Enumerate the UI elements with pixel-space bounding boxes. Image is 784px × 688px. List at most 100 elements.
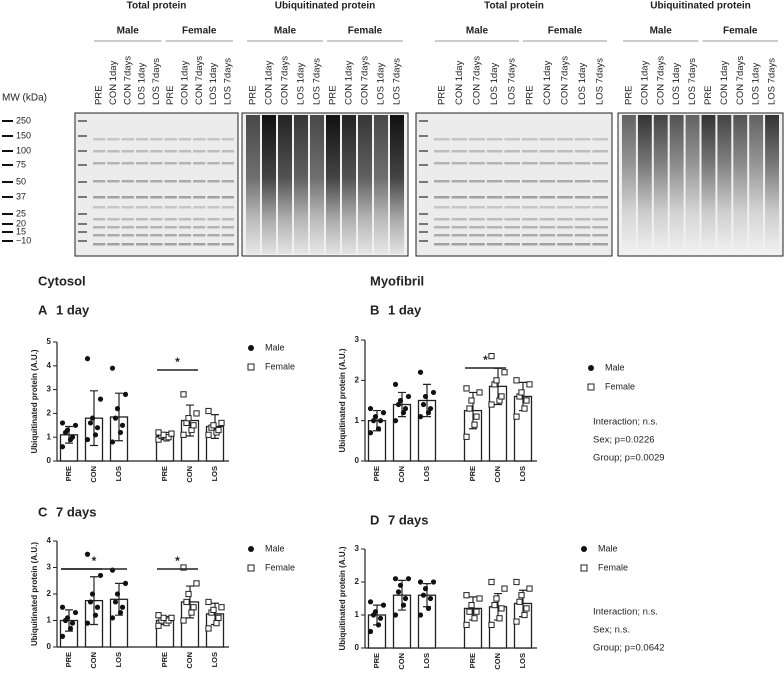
data-point <box>205 407 212 415</box>
mw-label: MW (kDa) <box>2 93 47 104</box>
lane-band <box>107 196 120 199</box>
lane-band <box>522 162 538 165</box>
lane-band <box>486 234 503 237</box>
lane-band <box>522 150 538 153</box>
lane-band <box>592 226 608 229</box>
data-point <box>84 436 91 443</box>
lane-band <box>504 162 520 165</box>
lane-label: CON 1day <box>108 60 119 105</box>
lane-band <box>434 206 450 209</box>
data-point <box>180 431 187 438</box>
data-point <box>493 595 500 602</box>
x-tick-label: LOS <box>210 466 219 481</box>
legend-marker <box>588 365 594 371</box>
lane-band <box>207 162 220 165</box>
data-point <box>193 410 200 417</box>
data-point <box>422 586 429 592</box>
lane-band <box>469 162 485 165</box>
lane-band <box>193 218 206 221</box>
data-point <box>392 381 399 387</box>
data-point <box>84 356 91 362</box>
ladder-band <box>78 135 87 137</box>
lane-label: PRE <box>436 85 447 105</box>
data-point <box>476 595 483 602</box>
stats-line: Group; p=0.0642 <box>593 643 665 654</box>
ladder-band <box>419 120 428 122</box>
lane-label: CON 1day <box>454 60 465 105</box>
lane-band <box>539 206 556 209</box>
data-point <box>491 602 498 609</box>
lane-band <box>150 162 163 165</box>
lane-label: CON 1day <box>542 60 553 105</box>
data-point <box>463 621 470 628</box>
legend-marker <box>247 363 255 371</box>
data-point <box>94 604 101 610</box>
lane-band <box>164 226 177 229</box>
panel-title: 7 days <box>56 504 96 519</box>
lane-band <box>574 206 591 209</box>
legend-marker <box>248 546 254 552</box>
x-tick-label: CON <box>397 653 406 670</box>
data-point <box>496 615 503 622</box>
lane-band <box>557 234 573 237</box>
lane-band <box>574 243 591 246</box>
x-tick-label: PRE <box>160 466 169 481</box>
lane-band <box>135 180 149 183</box>
lane-band <box>451 218 468 221</box>
blot-frame <box>415 112 613 257</box>
mw-value: ~10 <box>16 235 31 245</box>
lane-band <box>504 206 520 209</box>
data-point <box>425 605 432 612</box>
data-point <box>463 433 470 440</box>
data-point <box>114 406 121 412</box>
x-tick-label: PRE <box>64 652 73 667</box>
lane-band <box>557 180 573 183</box>
lane-band <box>150 180 163 183</box>
lane-band <box>221 138 234 141</box>
lane-label: LOS 7days <box>507 58 518 105</box>
y-tick-label: 2 <box>355 375 360 384</box>
data-point <box>119 422 126 428</box>
ladder-band <box>419 150 428 152</box>
data-point <box>518 389 525 396</box>
data-point <box>420 401 427 408</box>
lane-band <box>178 234 192 237</box>
lane-smear <box>669 115 684 254</box>
lane-label: LOS 7days <box>312 58 323 105</box>
blot-title: Ubiquitinated protein <box>650 1 751 12</box>
lane-band <box>557 138 573 141</box>
lane-band <box>434 138 450 141</box>
y-tick-label: 2 <box>355 577 360 586</box>
lane-smear <box>701 115 716 254</box>
lane-smear <box>246 115 260 254</box>
lane-band <box>178 218 192 221</box>
data-point <box>64 427 71 433</box>
ladder-band <box>419 135 428 137</box>
lane-smear <box>278 115 292 254</box>
legend-marker <box>247 564 255 572</box>
lane-band <box>504 218 520 221</box>
lane-band <box>150 196 163 199</box>
lane-band <box>539 196 556 199</box>
y-tick-label: 0 <box>47 456 52 465</box>
data-point <box>213 620 220 627</box>
lane-band <box>93 150 106 153</box>
lane-band <box>221 150 234 153</box>
lane-band <box>557 226 573 229</box>
lane-band <box>107 162 120 165</box>
lane-band <box>539 218 556 221</box>
data-point <box>468 602 475 609</box>
lane-band <box>522 243 538 246</box>
lane-band <box>592 218 608 221</box>
lane-band <box>486 162 503 165</box>
lane-label: CON 7days <box>655 56 666 105</box>
lane-band <box>207 206 220 209</box>
data-point <box>392 418 399 424</box>
data-point <box>476 389 483 396</box>
data-point <box>185 590 192 598</box>
x-tick-label: LOS <box>518 653 527 668</box>
lane-band <box>539 234 556 237</box>
blot-title: Total protein <box>127 1 187 12</box>
lane-band <box>193 234 206 237</box>
data-point <box>367 628 374 635</box>
